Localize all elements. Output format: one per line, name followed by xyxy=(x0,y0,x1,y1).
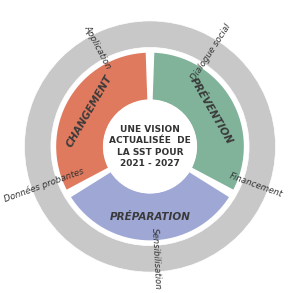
Wedge shape xyxy=(24,21,276,272)
Wedge shape xyxy=(70,171,230,241)
Wedge shape xyxy=(152,52,245,191)
Text: UNE VISION
ACTUALISÉE  DE
LA SST POUR
2021 - 2027: UNE VISION ACTUALISÉE DE LA SST POUR 202… xyxy=(109,125,191,168)
Text: Données probantes: Données probantes xyxy=(3,166,86,204)
Text: PRÉPARATION: PRÉPARATION xyxy=(110,212,190,222)
Text: Financement: Financement xyxy=(228,171,284,199)
Text: PRÉVENTION: PRÉVENTION xyxy=(188,76,234,146)
Text: Dialogue social: Dialogue social xyxy=(190,23,233,82)
Text: Application: Application xyxy=(82,24,112,71)
Text: CHANGEMENT: CHANGEMENT xyxy=(64,73,114,149)
Text: Sensibilisation: Sensibilisation xyxy=(150,227,162,290)
Wedge shape xyxy=(55,52,148,191)
Circle shape xyxy=(104,100,196,193)
